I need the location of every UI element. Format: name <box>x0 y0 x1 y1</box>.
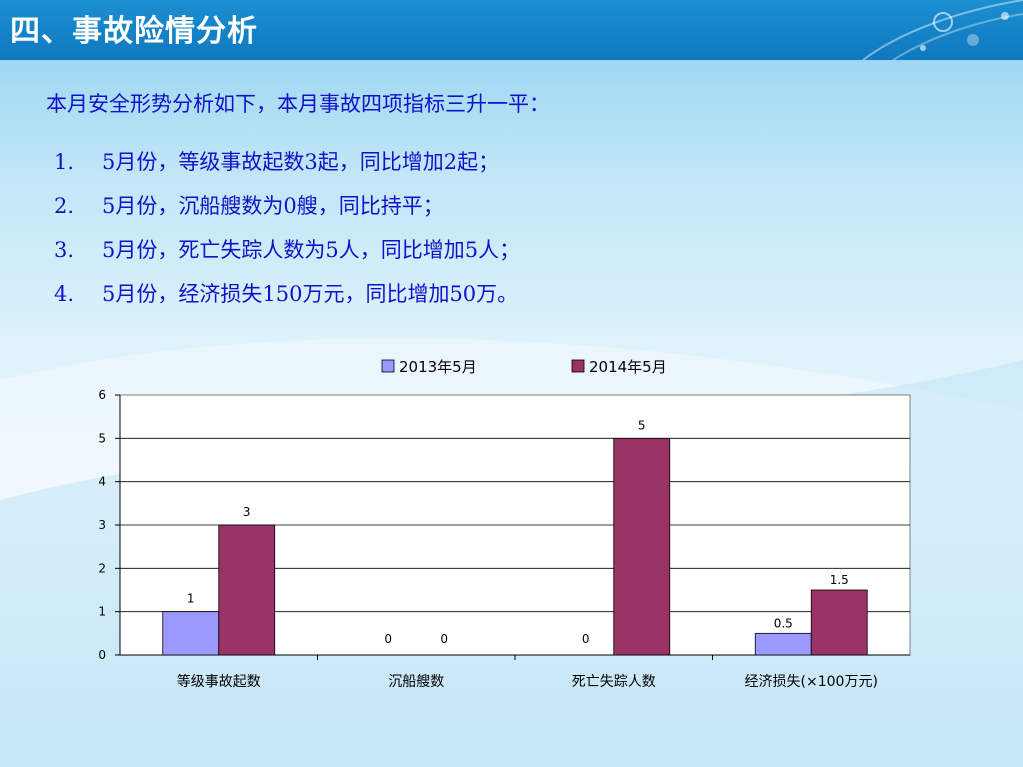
data-label-bg <box>822 571 856 588</box>
data-label: 0 <box>440 632 448 646</box>
list-item: 3. 5月份，死亡失踪人数为5人，同比增加5人； <box>54 228 520 272</box>
list-item-number: 4. <box>54 282 75 306</box>
list-item: 1. 5月份，等级事故起数3起，同比增加2起； <box>54 140 520 184</box>
data-label: 1.5 <box>830 573 849 587</box>
data-label: 1 <box>187 592 195 606</box>
y-tick-label: 6 <box>98 388 106 402</box>
y-tick-label: 4 <box>98 475 106 489</box>
x-category-label: 等级事故起数 <box>177 673 261 690</box>
legend-swatch <box>571 359 585 373</box>
list-item: 2. 5月份，沉船艘数为0艘，同比持平； <box>54 184 520 228</box>
data-label: 5 <box>638 418 646 432</box>
legend-label: 2014年5月 <box>589 358 667 376</box>
y-tick-label: 5 <box>98 431 106 445</box>
data-label: 0 <box>384 632 392 646</box>
list-item-text: 5月份，等级事故起数3起，同比增加2起； <box>102 150 500 174</box>
intro-text: 本月安全形势分析如下，本月事故四项指标三升一平： <box>46 92 550 116</box>
legend-label: 2013年5月 <box>399 358 477 376</box>
slide-header: 四、事故险情分析 <box>0 0 1023 62</box>
x-category-label: 沉船艘数 <box>388 674 444 690</box>
bar <box>218 524 276 656</box>
bar <box>754 632 812 656</box>
y-tick-label: 0 <box>98 648 106 662</box>
bar <box>810 589 868 656</box>
y-tick-label: 3 <box>98 518 106 532</box>
header-decoration <box>862 0 1023 60</box>
y-tick-label: 1 <box>98 605 106 619</box>
data-label-bg <box>766 614 800 632</box>
list-item-number: 1. <box>54 150 75 174</box>
data-label: 0 <box>582 632 590 646</box>
list-item: 4. 5月份，经济损失150万元，同比增加50万。 <box>54 272 520 316</box>
list-item-number: 3. <box>54 238 75 262</box>
slide-title: 四、事故险情分析 <box>10 14 258 49</box>
data-label: 0.5 <box>774 616 793 630</box>
x-category-label: 死亡失踪人数 <box>572 674 656 690</box>
data-label: 3 <box>243 505 251 519</box>
summary-list: 1. 5月份，等级事故起数3起，同比增加2起； 2. 5月份，沉船艘数为0艘，同比持… <box>54 140 520 316</box>
list-item-text: 5月份，沉船艘数为0艘，同比持平； <box>102 194 444 218</box>
legend-swatch <box>381 359 395 373</box>
y-tick-label: 2 <box>98 561 106 575</box>
bar <box>613 437 671 656</box>
bar <box>162 611 220 656</box>
list-item-text: 5月份，经济损失150万元，同比增加50万。 <box>102 282 519 306</box>
x-category-label: 经济损失(×100万元) <box>745 674 878 690</box>
list-item-text: 5月份，死亡失踪人数为5人，同比增加5人； <box>102 238 521 262</box>
list-item-number: 2. <box>54 194 75 218</box>
